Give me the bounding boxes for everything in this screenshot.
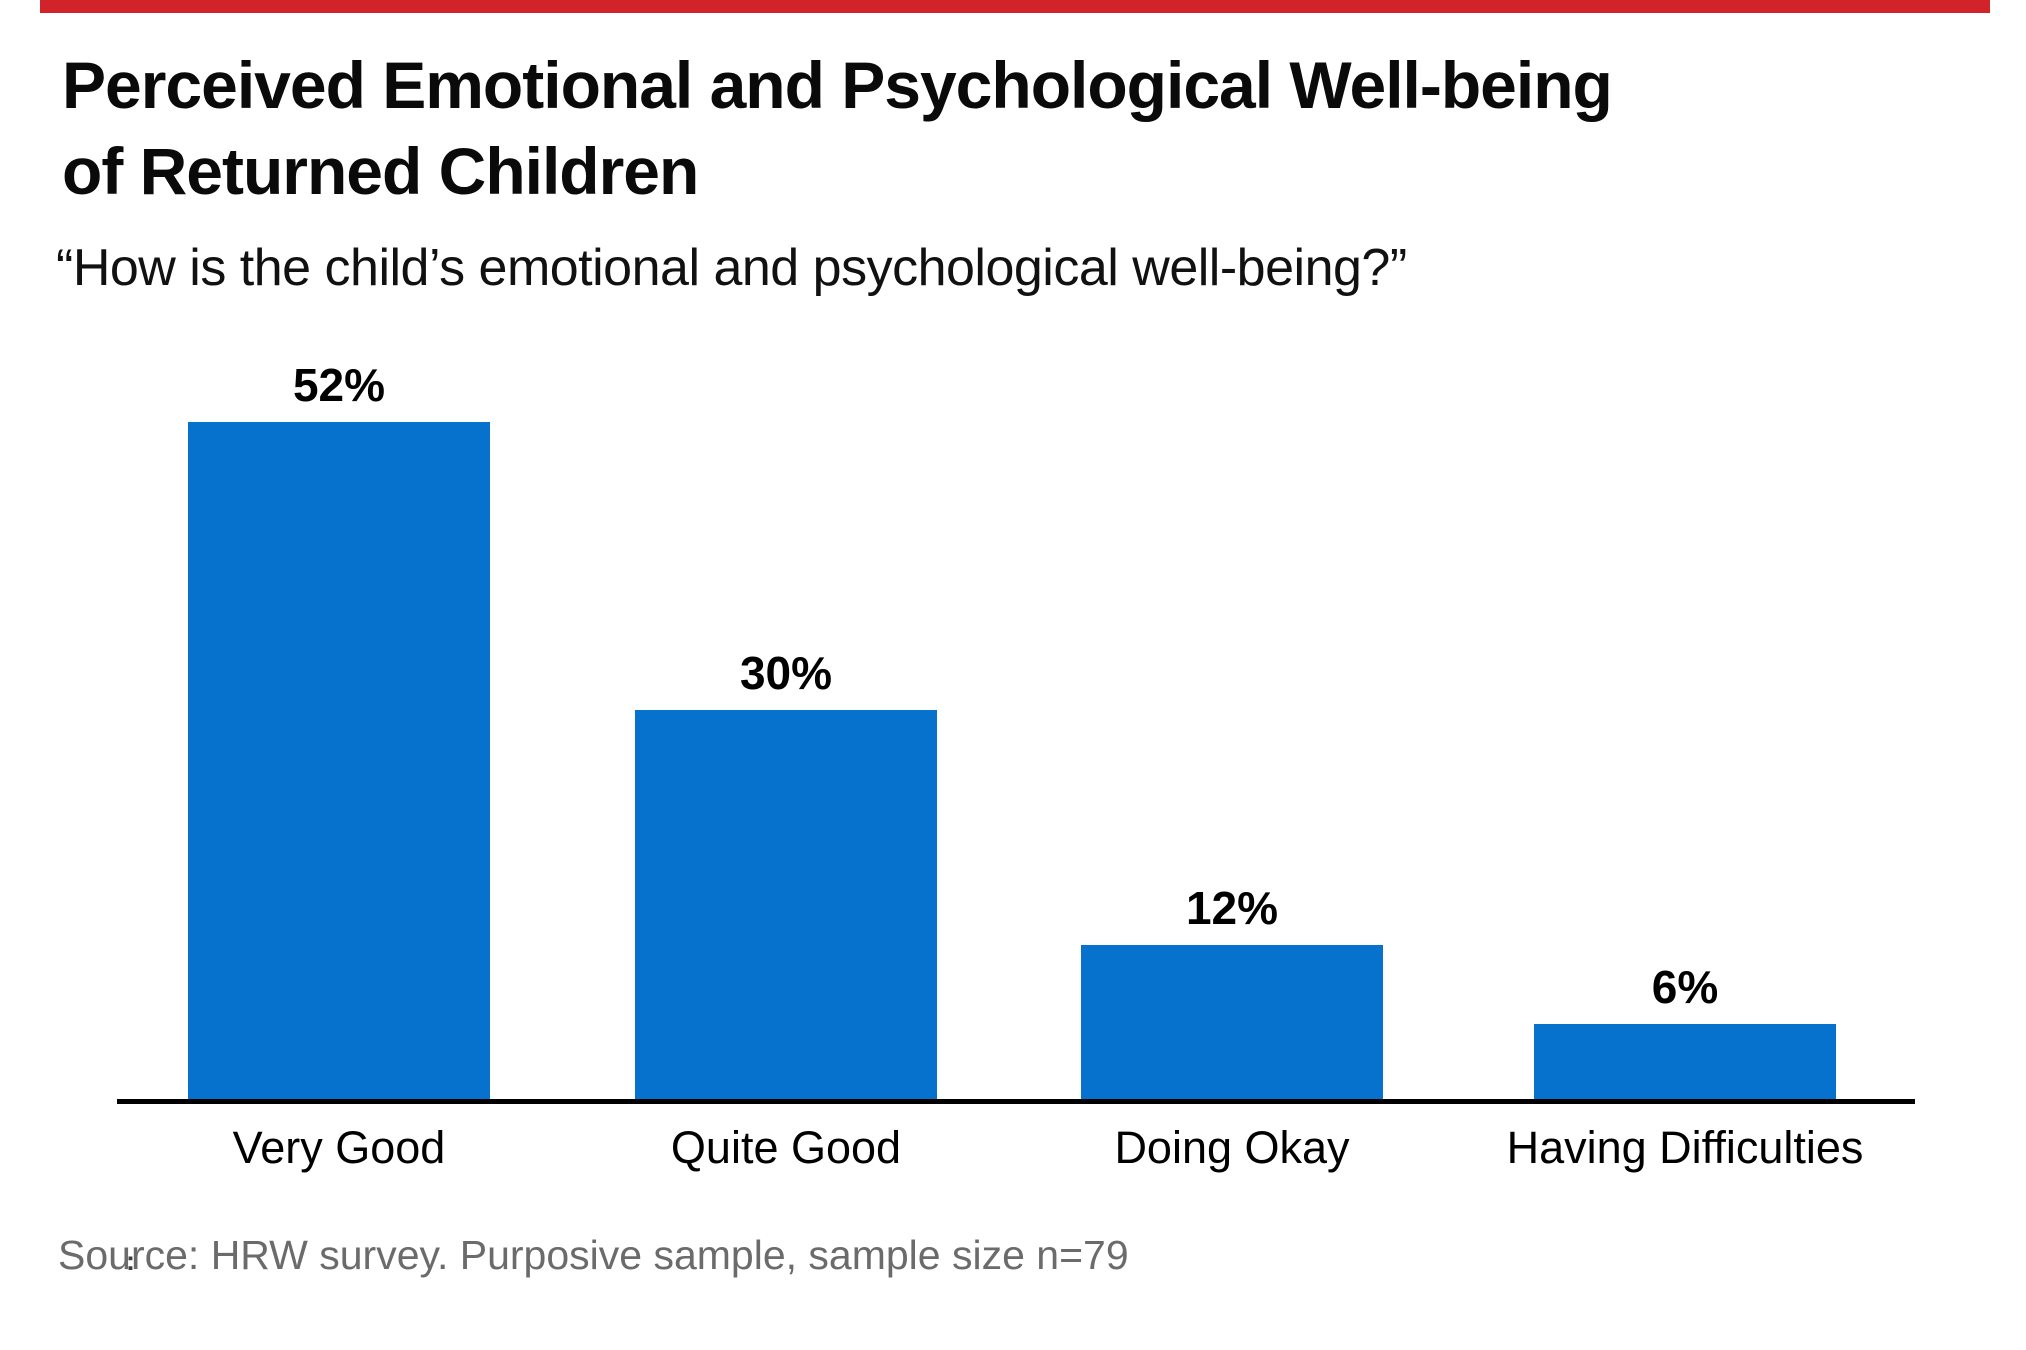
- chart-title-line2: of Returned Children: [62, 134, 699, 208]
- bar: [1081, 945, 1383, 1102]
- stray-mark: :: [126, 1246, 135, 1276]
- chart-subtitle: “How is the child’s emotional and psycho…: [56, 239, 1407, 297]
- bar-value-label: 30%: [739, 647, 833, 699]
- bar-value-label: 12%: [1185, 882, 1279, 934]
- x-axis-line: [117, 1099, 1915, 1104]
- bar-value-label: 6%: [1651, 961, 1719, 1013]
- x-axis-tick-label: Having Difficulties: [1506, 1122, 1864, 1173]
- source-note: Source: HRW survey. Purposive sample, sa…: [58, 1232, 1129, 1278]
- chart-title-line1: Perceived Emotional and Psychological We…: [62, 48, 1613, 122]
- bar: [188, 422, 490, 1102]
- top-accent-bar: [40, 0, 1990, 13]
- chart-title: Perceived Emotional and Psychological We…: [62, 42, 1942, 214]
- bar: [1534, 1024, 1836, 1102]
- x-axis-tick-label: Very Good: [232, 1122, 446, 1173]
- x-axis-tick-label: Doing Okay: [1114, 1122, 1350, 1173]
- bar: [635, 710, 937, 1102]
- x-axis-tick-label: Quite Good: [670, 1122, 902, 1173]
- bar-value-label: 52%: [292, 359, 386, 411]
